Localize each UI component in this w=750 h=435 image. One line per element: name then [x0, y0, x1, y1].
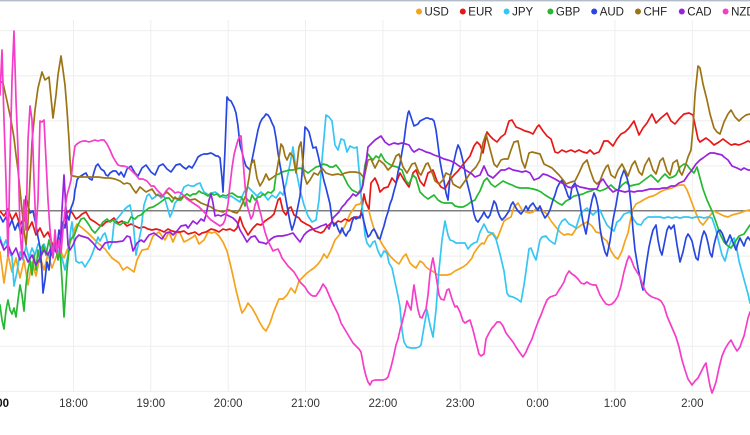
- svg-text:AUD: AUD: [600, 7, 624, 19]
- svg-text:23:00: 23:00: [446, 398, 475, 410]
- svg-text:0:00: 0:00: [526, 398, 548, 410]
- svg-text:CHF: CHF: [644, 7, 668, 19]
- svg-text:USD: USD: [425, 7, 449, 19]
- svg-text:19:00: 19:00: [136, 398, 165, 410]
- svg-text:CAD: CAD: [687, 7, 711, 19]
- svg-text:1:00: 1:00: [604, 398, 626, 410]
- svg-text:GBP: GBP: [556, 7, 581, 19]
- svg-text:17:00: 17:00: [0, 398, 9, 410]
- svg-text:2:00: 2:00: [681, 398, 703, 410]
- svg-text:20:00: 20:00: [214, 398, 243, 410]
- svg-text:NZD: NZD: [731, 7, 750, 19]
- svg-text:EUR: EUR: [468, 7, 492, 19]
- svg-text:21:00: 21:00: [291, 398, 320, 410]
- svg-text:JPY: JPY: [512, 7, 533, 19]
- svg-text:22:00: 22:00: [369, 398, 398, 410]
- svg-text:18:00: 18:00: [59, 398, 88, 410]
